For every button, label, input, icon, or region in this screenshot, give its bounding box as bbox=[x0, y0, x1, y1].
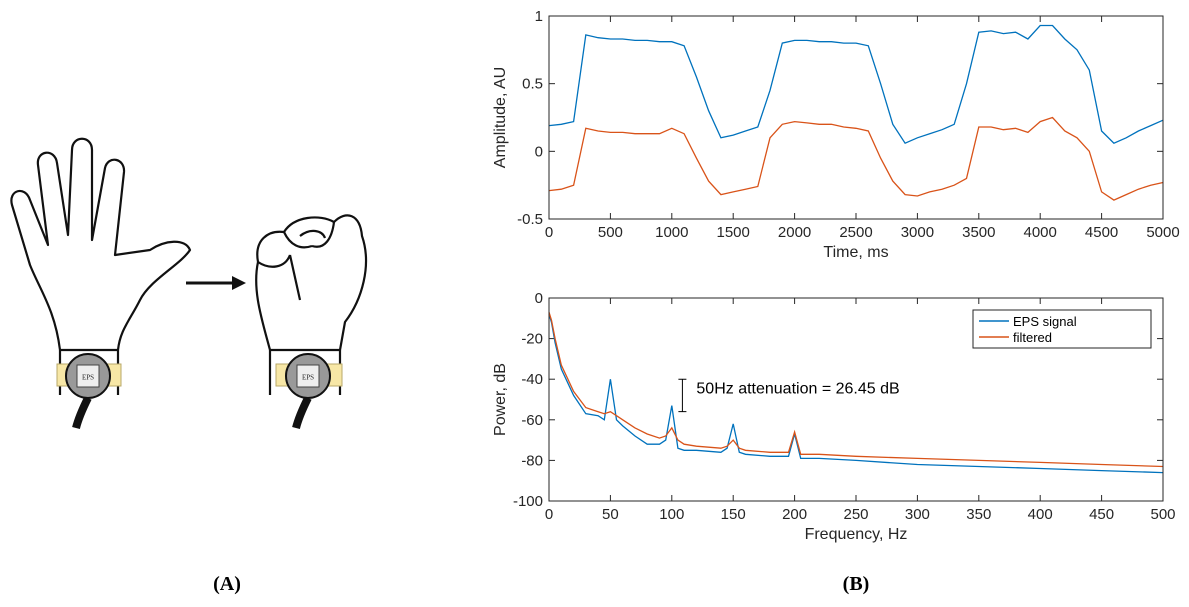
y-tick-label: -100 bbox=[513, 493, 543, 510]
y-tick-label: 0.5 bbox=[522, 76, 543, 93]
x-tick-label: 250 bbox=[843, 506, 868, 523]
series-line bbox=[548, 24, 1164, 145]
x-tick-label: 4500 bbox=[1085, 224, 1118, 241]
y-tick-label: 0 bbox=[535, 290, 543, 307]
arrow-head bbox=[232, 276, 246, 290]
x-tick-label: 300 bbox=[905, 506, 930, 523]
x-tick-label: 0 bbox=[545, 506, 553, 523]
y-tick-label: 1 bbox=[535, 8, 543, 25]
x-tick-label: 150 bbox=[721, 506, 746, 523]
cable bbox=[292, 396, 312, 430]
x-tick-label: 400 bbox=[1028, 506, 1053, 523]
x-tick-label: 3500 bbox=[962, 224, 995, 241]
series-line bbox=[548, 116, 1164, 201]
legend-label: filtered bbox=[1013, 330, 1052, 345]
y-axis-label: Amplitude, AU bbox=[492, 67, 509, 168]
x-tick-label: 5000 bbox=[1146, 224, 1179, 241]
x-tick-label: 1000 bbox=[655, 224, 688, 241]
plot-area bbox=[549, 16, 1163, 219]
annotation: 50Hz attenuation = 26.45 dB bbox=[696, 380, 899, 397]
x-tick-label: 100 bbox=[659, 506, 684, 523]
panel-label: (B) bbox=[843, 573, 870, 595]
x-axis-label: Frequency, Hz bbox=[805, 526, 908, 543]
y-tick-label: -0.5 bbox=[517, 211, 543, 228]
series-line bbox=[548, 314, 1164, 474]
x-tick-label: 0 bbox=[545, 224, 553, 241]
illustration: EPS EPS bbox=[10, 137, 368, 430]
attenuation-bracket bbox=[678, 378, 687, 413]
x-tick-label: 50 bbox=[602, 506, 619, 523]
x-tick-label: 350 bbox=[966, 506, 991, 523]
sensor-label: EPS bbox=[302, 374, 314, 382]
x-tick-label: 500 bbox=[598, 224, 623, 241]
panel-label: (A) bbox=[213, 573, 241, 595]
axes-box bbox=[548, 297, 1164, 502]
fist-detail bbox=[257, 221, 342, 395]
x-tick-label: 2500 bbox=[839, 224, 872, 241]
legend-label: EPS signal bbox=[1013, 314, 1077, 329]
cable bbox=[72, 396, 92, 430]
x-axis-label: Time, ms bbox=[823, 244, 888, 261]
x-tick-label: 1500 bbox=[717, 224, 750, 241]
y-tick-label: -40 bbox=[521, 371, 543, 388]
axes-box bbox=[548, 15, 1164, 220]
legend-box bbox=[972, 309, 1152, 349]
x-tick-label: 450 bbox=[1089, 506, 1114, 523]
y-tick-label: -20 bbox=[521, 331, 543, 348]
y-tick-label: 0 bbox=[535, 143, 543, 160]
fist bbox=[255, 214, 368, 352]
x-tick-label: 500 bbox=[1150, 506, 1175, 523]
open-hand bbox=[10, 137, 192, 352]
y-tick-label: -60 bbox=[521, 412, 543, 429]
y-axis-label: Power, dB bbox=[492, 363, 509, 436]
sensor-face bbox=[76, 364, 100, 388]
x-tick-label: 3000 bbox=[901, 224, 934, 241]
sensor-face bbox=[296, 364, 320, 388]
x-tick-label: 4000 bbox=[1024, 224, 1057, 241]
x-tick-label: 2000 bbox=[778, 224, 811, 241]
x-tick-label: 200 bbox=[782, 506, 807, 523]
y-tick-label: -80 bbox=[521, 452, 543, 469]
series-line bbox=[548, 312, 1164, 468]
sensor-label: EPS bbox=[82, 374, 94, 382]
